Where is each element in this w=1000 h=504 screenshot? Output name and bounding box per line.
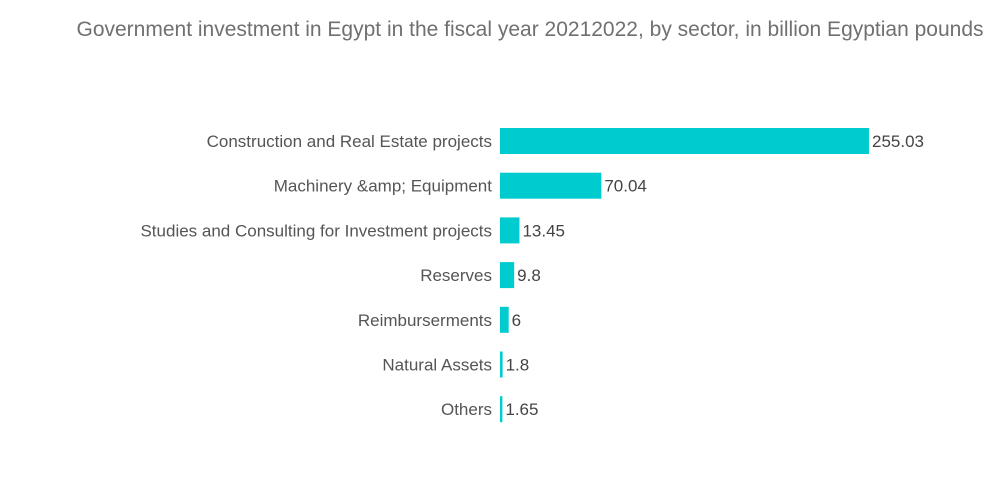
bar [500,306,509,333]
data-label: 9.8 [517,266,541,285]
data-label: 6 [512,311,521,330]
category-label: Machinery &amp; Equipment [274,177,493,196]
data-label: 13.45 [522,221,565,240]
category-label: Others [441,400,492,419]
category-label: Natural Assets [382,356,492,375]
bar [500,172,602,199]
bar [500,128,869,154]
bar [500,217,520,244]
category-label: Construction and Real Estate projects [207,132,492,151]
category-label: Reimburserments [358,311,492,330]
data-label: 1.65 [505,400,538,419]
bar [500,351,503,378]
data-label: 255.03 [872,132,924,151]
category-label: Studies and Consulting for Investment pr… [140,221,492,240]
chart-title: Government investment in Egypt in the fi… [76,18,984,41]
data-label: 1.8 [506,356,530,375]
bar [500,396,503,423]
bar [500,262,515,289]
data-label: 70.04 [604,177,647,196]
category-label: Reserves [420,266,492,285]
